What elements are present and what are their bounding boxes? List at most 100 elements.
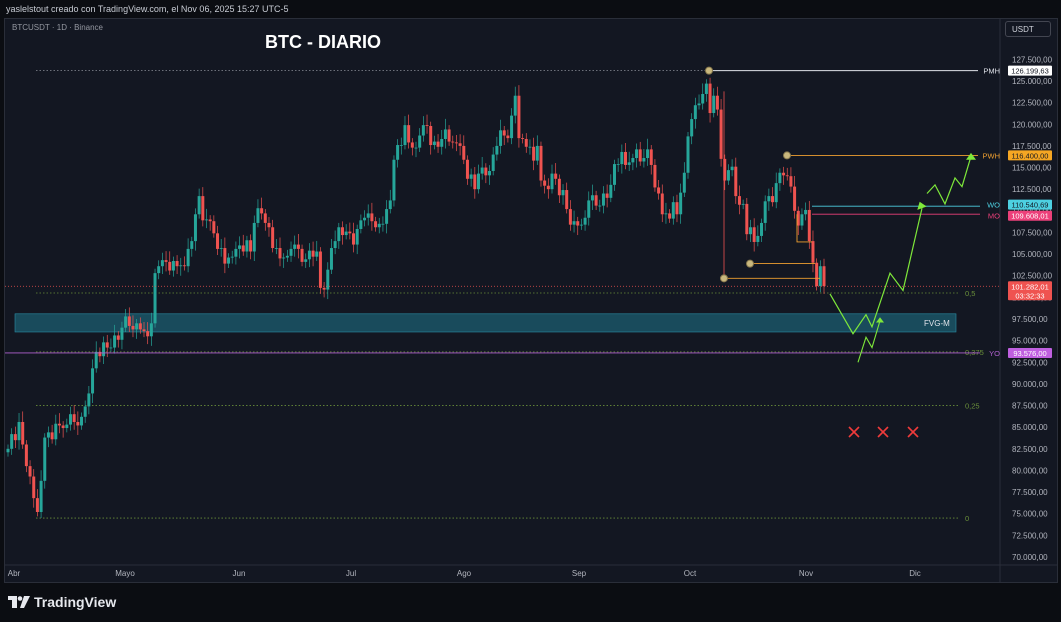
candle-body (403, 125, 407, 146)
candle-body (322, 287, 326, 290)
candle-body (425, 125, 429, 127)
candle-body (587, 200, 591, 218)
candle-body (756, 235, 760, 242)
candle-body (748, 227, 752, 235)
price-tag-value: 116.400,00 (1012, 151, 1049, 160)
candle-body (179, 265, 183, 267)
y-tick-label: 95.000,00 (1012, 337, 1048, 346)
candle-body (462, 145, 466, 160)
candle-body (396, 145, 400, 160)
x-tick-label: Jul (346, 569, 356, 578)
candle-body (579, 224, 583, 226)
candle-body (686, 136, 690, 173)
fib-level-label: 0,5 (965, 289, 975, 298)
candle-body (771, 196, 775, 203)
candle-body (32, 476, 36, 499)
candle-body (690, 119, 694, 137)
candle-body (278, 248, 282, 259)
candle-body (17, 421, 21, 441)
range-low-marker (720, 274, 728, 283)
chart-panel[interactable] (4, 18, 1058, 583)
candle-body (385, 209, 389, 224)
candle-body (469, 174, 473, 179)
candle-body (715, 95, 719, 110)
currency-button[interactable]: USDT (1005, 21, 1051, 37)
candle-body (326, 269, 330, 290)
candle-body (87, 393, 91, 407)
candle-body (193, 214, 197, 242)
price-tag-name: YO (989, 349, 1000, 358)
x-tick-label: Mayo (115, 569, 135, 578)
candle-body (138, 323, 142, 330)
candle-body (708, 83, 712, 114)
x-tick-label: Ago (457, 569, 472, 578)
candle-body (91, 368, 95, 394)
candle-body (149, 323, 153, 337)
price-tag-value: 101.282,01 (1011, 282, 1049, 291)
candle-body (197, 196, 201, 215)
candle-body (374, 221, 378, 228)
y-tick-label: 82.500,00 (1012, 445, 1048, 454)
candle-body (734, 166, 738, 197)
y-tick-label: 80.000,00 (1012, 466, 1048, 475)
candle-body (190, 241, 194, 249)
credit-bar: yaslelstout creado con TradingView.com, … (0, 0, 1061, 18)
candle-body (271, 227, 275, 249)
candle-body (160, 260, 164, 267)
candle-body (535, 145, 539, 161)
price-tag-name: MO (988, 212, 1000, 221)
y-tick-label: 120.000,00 (1012, 120, 1053, 129)
candle-body (381, 223, 385, 225)
candle-body (561, 190, 565, 196)
candle-body (576, 221, 580, 226)
candle-body (61, 425, 65, 429)
candle-body (429, 126, 433, 146)
y-tick-label: 122.500,00 (1012, 99, 1053, 108)
candle-body (105, 342, 109, 348)
candle-body (113, 335, 117, 348)
candle-body (491, 154, 495, 172)
candle-body (307, 250, 311, 260)
y-tick-label: 75.000,00 (1012, 510, 1048, 519)
candle-body (94, 351, 98, 369)
invalid-x-icon (877, 426, 889, 438)
candle-body (502, 130, 506, 136)
candle-body (348, 231, 352, 234)
candle-body (432, 141, 436, 146)
candle-body (142, 329, 146, 332)
candle-body (793, 186, 797, 211)
candle-body (418, 135, 422, 148)
candle-body (204, 219, 208, 221)
projection-path-main (829, 208, 923, 335)
y-tick-label: 85.000,00 (1012, 423, 1048, 432)
candle-body (657, 187, 661, 194)
candle-body (480, 167, 484, 174)
candle-body (568, 209, 572, 225)
price-tag-value: 110.540,69 (1012, 201, 1049, 210)
tradingview-wordmark: TradingView (34, 594, 117, 610)
candle-body (293, 244, 297, 249)
projection-path-lower (857, 320, 881, 363)
symbol-line: BTCUSDT · 1D · Binance (12, 23, 103, 32)
y-tick-label: 115.000,00 (1012, 164, 1052, 173)
candlestick-chart[interactable]: 127.500,00 125.000,00 122.500,00 120.000,00… (0, 0, 1061, 584)
candle-body (296, 244, 300, 249)
candle-body (664, 213, 668, 215)
y-tick-label: 90.000,00 (1012, 380, 1048, 389)
candle-body (414, 147, 418, 149)
candle-body (127, 316, 131, 326)
candle-body (484, 167, 488, 176)
candle-body (609, 184, 613, 198)
candle-body (675, 202, 679, 215)
y-tick-label: 125.000,00 (1012, 77, 1053, 86)
candle-body (333, 241, 337, 249)
candle-body (300, 248, 304, 262)
candle-body (796, 210, 800, 226)
candle-body (370, 213, 374, 222)
candle-body (340, 227, 344, 236)
candle-body (807, 209, 811, 242)
candle-body (318, 251, 322, 288)
candle-body (668, 213, 672, 219)
invalid-x-icon (848, 426, 860, 438)
candle-body (811, 241, 815, 263)
